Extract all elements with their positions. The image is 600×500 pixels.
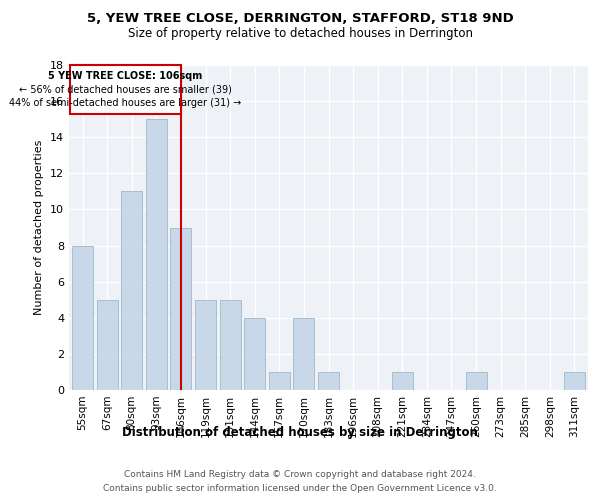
Bar (318, 372, 339, 390)
Bar (97, 300, 118, 390)
Text: 5 YEW TREE CLOSE: 106sqm: 5 YEW TREE CLOSE: 106sqm (49, 72, 203, 82)
Bar (564, 372, 585, 390)
Bar (121, 192, 142, 390)
Text: 5, YEW TREE CLOSE, DERRINGTON, STAFFORD, ST18 9ND: 5, YEW TREE CLOSE, DERRINGTON, STAFFORD,… (86, 12, 514, 26)
FancyBboxPatch shape (70, 65, 181, 114)
Bar (195, 300, 216, 390)
Bar (170, 228, 191, 390)
Bar (72, 246, 93, 390)
Bar (269, 372, 290, 390)
Bar (146, 119, 167, 390)
Text: Distribution of detached houses by size in Derrington: Distribution of detached houses by size … (122, 426, 478, 439)
Bar (220, 300, 241, 390)
Bar (244, 318, 265, 390)
Text: Contains public sector information licensed under the Open Government Licence v3: Contains public sector information licen… (103, 484, 497, 493)
Text: ← 56% of detached houses are smaller (39): ← 56% of detached houses are smaller (39… (19, 85, 232, 95)
Bar (392, 372, 413, 390)
Text: Size of property relative to detached houses in Derrington: Size of property relative to detached ho… (128, 28, 473, 40)
Bar (293, 318, 314, 390)
Y-axis label: Number of detached properties: Number of detached properties (34, 140, 44, 315)
Text: Contains HM Land Registry data © Crown copyright and database right 2024.: Contains HM Land Registry data © Crown c… (124, 470, 476, 479)
Text: 44% of semi-detached houses are larger (31) →: 44% of semi-detached houses are larger (… (10, 98, 242, 108)
Bar (466, 372, 487, 390)
